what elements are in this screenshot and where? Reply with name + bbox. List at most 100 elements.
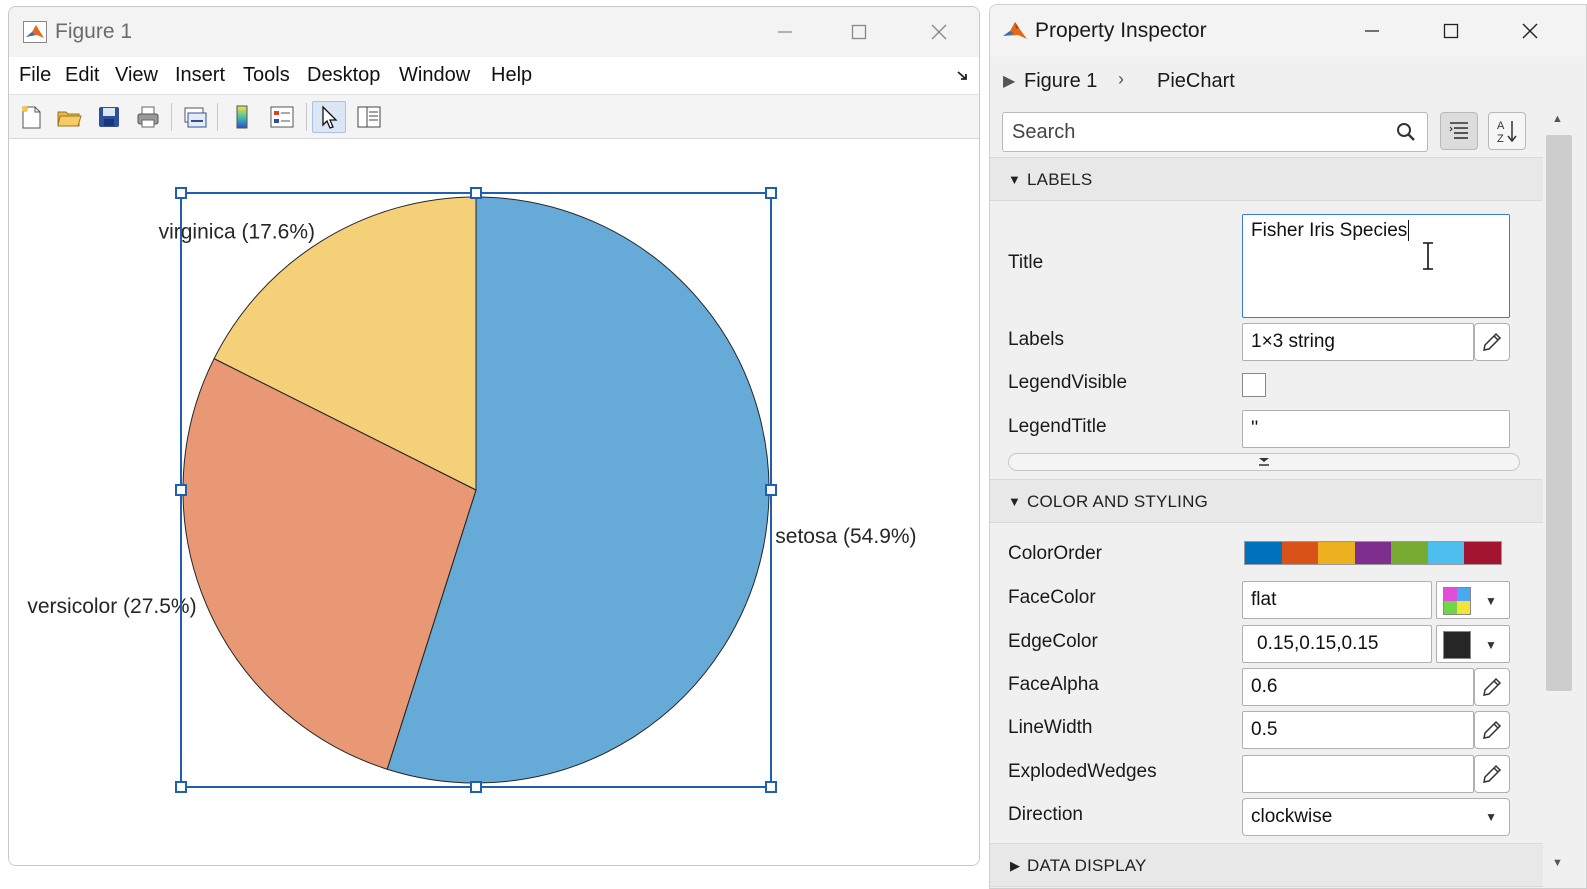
legendvisible-checkbox[interactable] [1242,373,1266,397]
open-folder-icon [57,111,82,127]
multicolor-swatch-icon [1443,587,1471,615]
labels-edit-button[interactable] [1474,323,1510,361]
explodedwedges-edit-button[interactable] [1474,755,1510,793]
pie-slice-versicolor[interactable] [182,357,477,770]
double-chevron-down-icon [1259,458,1269,466]
resize-handle[interactable] [470,781,482,793]
facealpha-edit-button[interactable] [1474,668,1510,706]
maximize-button[interactable] [839,17,879,47]
resize-handle[interactable] [175,781,187,793]
inspector-close-button[interactable] [1510,16,1550,46]
inspector-titlebar: Property Inspector [990,5,1586,57]
sort-alpha-button[interactable]: A Z [1488,112,1526,150]
resize-handle[interactable] [765,781,777,793]
labels-property-value[interactable]: 1×3 string [1242,323,1474,361]
inspector-title: Property Inspector [1035,19,1207,42]
chevron-right-icon: ▶ [1003,73,1016,90]
labels-property-label: Labels [1008,329,1064,350]
scroll-down-icon[interactable]: ▼ [1552,857,1563,869]
text-caret [1408,220,1410,241]
breadcrumb-piechart[interactable]: PieChart [1157,70,1235,92]
facealpha-property-input[interactable]: 0.6 [1242,668,1474,706]
caret-down-icon: ▼ [1485,594,1497,608]
legend-button[interactable] [265,101,299,133]
resize-handle[interactable] [175,187,187,199]
title-property-input[interactable]: Fisher Iris Species [1242,214,1510,318]
linewidth-edit-button[interactable] [1474,711,1510,749]
save-icon [99,107,119,127]
menu-desktop[interactable]: Desktop [307,64,381,86]
inspector-minimize-button[interactable] [1352,16,1392,46]
linewidth-property-label: LineWidth [1008,717,1093,738]
linewidth-property-input[interactable]: 0.5 [1242,711,1474,749]
menu-help[interactable]: Help [491,64,533,86]
property-inspector-button[interactable] [352,101,386,133]
group-data-display-header[interactable]: ▶ DATA DISPLAY [990,843,1543,887]
facecolor-property-input[interactable]: flat [1242,581,1432,619]
facecolor-property-label: FaceColor [1008,587,1096,608]
edit-plot-button[interactable] [312,101,346,133]
resize-handle[interactable] [765,187,777,199]
colororder-property-label: ColorOrder [1008,543,1102,564]
breadcrumb-figure[interactable]: Figure 1 [1024,70,1098,92]
inspector-maximize-button[interactable] [1431,16,1471,46]
minimize-button[interactable] [765,17,805,47]
close-button[interactable] [919,17,959,47]
legend-icon [270,106,294,128]
edgecolor-property-input[interactable]: 0.15,0.15,0.15 [1242,625,1432,663]
search-input[interactable] [1002,112,1428,152]
resize-handle[interactable] [470,187,482,199]
search-icon[interactable] [1395,121,1417,143]
show-more-button[interactable] [1008,453,1520,471]
menu-view[interactable]: View [115,64,158,86]
print-button[interactable] [131,101,165,133]
close-icon [1522,23,1538,39]
property-inspector-window: Property Inspector ▶ Figure 1 › PieChart [989,4,1587,889]
edgecolor-picker-dropdown[interactable]: ▼ [1436,625,1510,663]
property-list: ▼ LABELS Title Fisher Iris Species Label… [990,157,1543,888]
toolbar-separator [217,103,218,131]
resize-handle[interactable] [765,484,777,496]
group-view-button[interactable] [1440,112,1478,150]
colororder-swatches[interactable] [1244,541,1502,565]
save-button[interactable] [92,101,126,133]
explodedwedges-property-input[interactable] [1242,755,1474,793]
menu-insert[interactable]: Insert [175,64,226,86]
pencil-icon [1483,764,1502,783]
menu-edit[interactable]: Edit [65,64,100,86]
link-plot-button[interactable] [178,101,212,133]
resize-handle[interactable] [175,484,187,496]
menu-window[interactable]: Window [399,64,471,86]
scroll-up-icon[interactable]: ▲ [1552,113,1563,125]
pie-slice-virginica[interactable] [213,196,477,491]
chevron-right-icon: › [1118,69,1124,89]
menu-tools[interactable]: Tools [243,64,290,86]
facecolor-picker-dropdown[interactable]: ▼ [1436,581,1510,619]
breadcrumb: ▶ Figure 1 › PieChart [990,57,1586,105]
legendtitle-property-label: LegendTitle [1008,416,1107,437]
pie-label-setosa: setosa (54.9%) [775,525,916,548]
direction-dropdown[interactable]: clockwise ▼ [1242,798,1510,836]
figure-toolbar [9,95,979,139]
triangle-down-icon: ▼ [1008,494,1021,509]
figure-canvas[interactable]: setosa (54.9%) versicolor (27.5%) virginic… [9,139,979,866]
legendtitle-property-input[interactable]: '' [1242,410,1510,448]
colorbar-icon [236,105,248,129]
group-color-styling-header[interactable]: ▼ COLOR AND STYLING [990,479,1543,523]
colororder-swatch-2 [1281,542,1319,564]
toolbar-separator [171,103,172,131]
colorbar-button[interactable] [225,101,259,133]
pie-slice-setosa[interactable] [386,196,770,784]
scrollbar-thumb[interactable] [1546,135,1572,691]
new-figure-button[interactable] [14,101,48,133]
colororder-swatch-3 [1318,542,1355,564]
pie-chart[interactable]: setosa (54.9%) versicolor (27.5%) virginic… [9,139,979,866]
open-button[interactable] [52,101,86,133]
group-labels-header[interactable]: ▼ LABELS [990,157,1543,201]
inspector-scrollbar[interactable]: ▲ ▼ [1544,105,1586,888]
triangle-right-icon: ▶ [1010,858,1020,873]
pie-label-virginica: virginica (17.6%) [159,221,315,244]
menu-file[interactable]: File [19,64,52,86]
dock-arrow-icon[interactable] [957,70,971,82]
pencil-icon [1483,677,1502,696]
